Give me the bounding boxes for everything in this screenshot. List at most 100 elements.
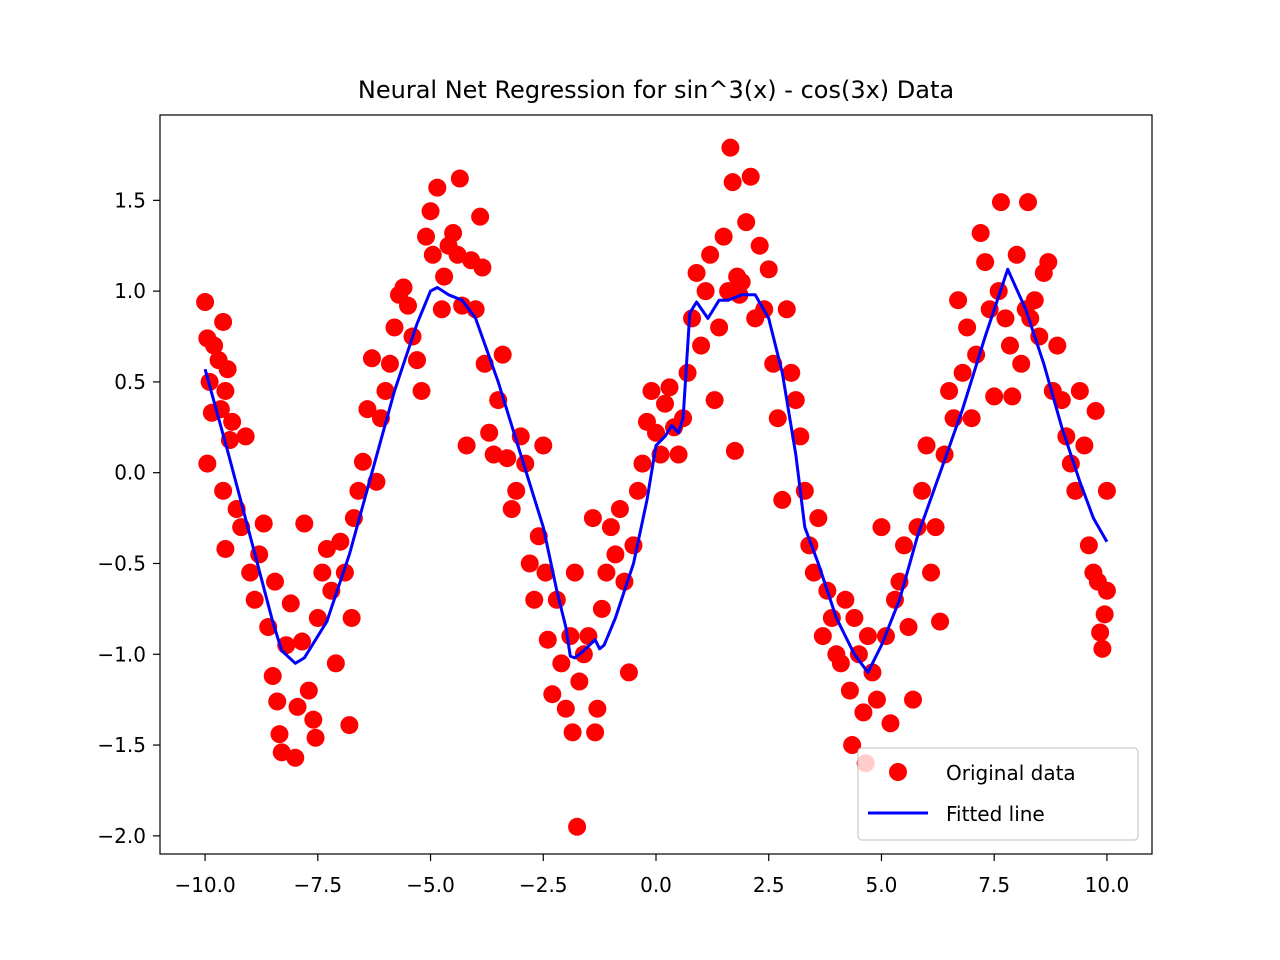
y-tick-label: 0.0 bbox=[114, 461, 146, 485]
series-layer bbox=[196, 138, 1116, 836]
data-point bbox=[493, 345, 512, 364]
data-point bbox=[399, 296, 417, 315]
data-point bbox=[586, 723, 605, 742]
data-point bbox=[791, 427, 810, 446]
data-point bbox=[471, 207, 490, 226]
data-point bbox=[881, 714, 900, 733]
data-point bbox=[216, 381, 235, 400]
data-point bbox=[552, 654, 571, 673]
data-point bbox=[579, 627, 598, 646]
data-point bbox=[534, 436, 553, 455]
data-point bbox=[872, 518, 891, 537]
data-point bbox=[953, 363, 972, 382]
data-point bbox=[601, 518, 620, 537]
data-point bbox=[863, 663, 882, 682]
data-point bbox=[926, 518, 945, 537]
data-point bbox=[1025, 291, 1044, 310]
data-point bbox=[588, 699, 607, 718]
data-point bbox=[214, 481, 233, 500]
data-point bbox=[725, 441, 744, 460]
data-point bbox=[353, 452, 372, 471]
data-point bbox=[1097, 581, 1116, 600]
data-point bbox=[940, 381, 959, 400]
data-point bbox=[962, 409, 981, 428]
data-point bbox=[340, 716, 359, 735]
data-point bbox=[556, 699, 575, 718]
data-point bbox=[317, 539, 336, 558]
data-point bbox=[628, 481, 647, 500]
data-point bbox=[976, 253, 995, 272]
data-point bbox=[362, 349, 381, 368]
data-point bbox=[444, 224, 463, 243]
y-tick-label: −1.5 bbox=[97, 733, 146, 757]
data-point bbox=[1095, 605, 1114, 624]
data-point bbox=[408, 351, 427, 370]
data-point bbox=[304, 710, 323, 729]
data-point bbox=[268, 692, 287, 711]
data-point bbox=[435, 267, 454, 286]
data-point bbox=[831, 654, 850, 673]
data-point bbox=[245, 590, 264, 609]
data-point bbox=[692, 336, 711, 355]
data-point bbox=[705, 391, 724, 410]
data-point bbox=[592, 599, 611, 618]
data-point bbox=[843, 736, 862, 755]
legend-label-original-data: Original data bbox=[946, 761, 1076, 785]
data-point bbox=[272, 743, 291, 762]
data-point bbox=[538, 630, 557, 649]
data-point bbox=[563, 723, 582, 742]
data-point bbox=[498, 449, 517, 468]
data-point bbox=[1007, 245, 1026, 264]
data-point bbox=[1097, 481, 1116, 500]
data-point bbox=[971, 224, 990, 243]
data-point bbox=[1048, 336, 1067, 355]
data-point bbox=[265, 572, 284, 591]
data-point bbox=[270, 725, 289, 744]
data-point bbox=[647, 423, 665, 442]
data-point bbox=[809, 509, 828, 528]
fitted-line bbox=[203, 267, 1109, 674]
x-tick-label: 2.5 bbox=[753, 873, 785, 897]
data-point bbox=[1079, 536, 1098, 555]
data-point bbox=[480, 423, 499, 442]
data-point bbox=[1012, 354, 1031, 373]
data-point bbox=[768, 409, 787, 428]
data-point bbox=[1003, 387, 1022, 406]
data-point bbox=[583, 509, 602, 528]
x-tick-label: −10.0 bbox=[174, 873, 235, 897]
data-point bbox=[331, 532, 350, 551]
data-point bbox=[858, 627, 877, 646]
data-point bbox=[678, 363, 697, 382]
data-point bbox=[759, 260, 778, 279]
data-point bbox=[308, 608, 327, 627]
legend: Original data Fitted line bbox=[857, 747, 1139, 841]
data-point bbox=[376, 381, 395, 400]
data-point bbox=[293, 632, 312, 651]
data-point bbox=[254, 514, 273, 533]
data-point bbox=[949, 291, 968, 310]
data-point bbox=[1066, 481, 1085, 500]
data-point bbox=[295, 514, 314, 533]
data-point bbox=[453, 296, 472, 315]
data-point bbox=[899, 618, 918, 637]
data-point bbox=[996, 309, 1015, 328]
data-point bbox=[1091, 623, 1110, 642]
data-point bbox=[421, 202, 440, 221]
x-tick-label: 10.0 bbox=[1085, 873, 1130, 897]
data-point bbox=[656, 394, 675, 413]
y-tick-label: −1.0 bbox=[97, 642, 146, 666]
data-point bbox=[380, 354, 399, 373]
data-point bbox=[721, 138, 740, 157]
data-point bbox=[840, 681, 859, 700]
data-point bbox=[358, 400, 377, 419]
x-tick-label: −5.0 bbox=[406, 873, 455, 897]
data-point bbox=[574, 645, 593, 664]
data-point bbox=[1075, 436, 1094, 455]
data-point bbox=[223, 412, 242, 431]
data-point bbox=[606, 545, 625, 564]
data-point bbox=[737, 213, 756, 232]
chart-title: Neural Net Regression for sin^3(x) - cos… bbox=[358, 76, 954, 104]
data-point bbox=[198, 454, 217, 473]
data-point bbox=[286, 748, 305, 767]
